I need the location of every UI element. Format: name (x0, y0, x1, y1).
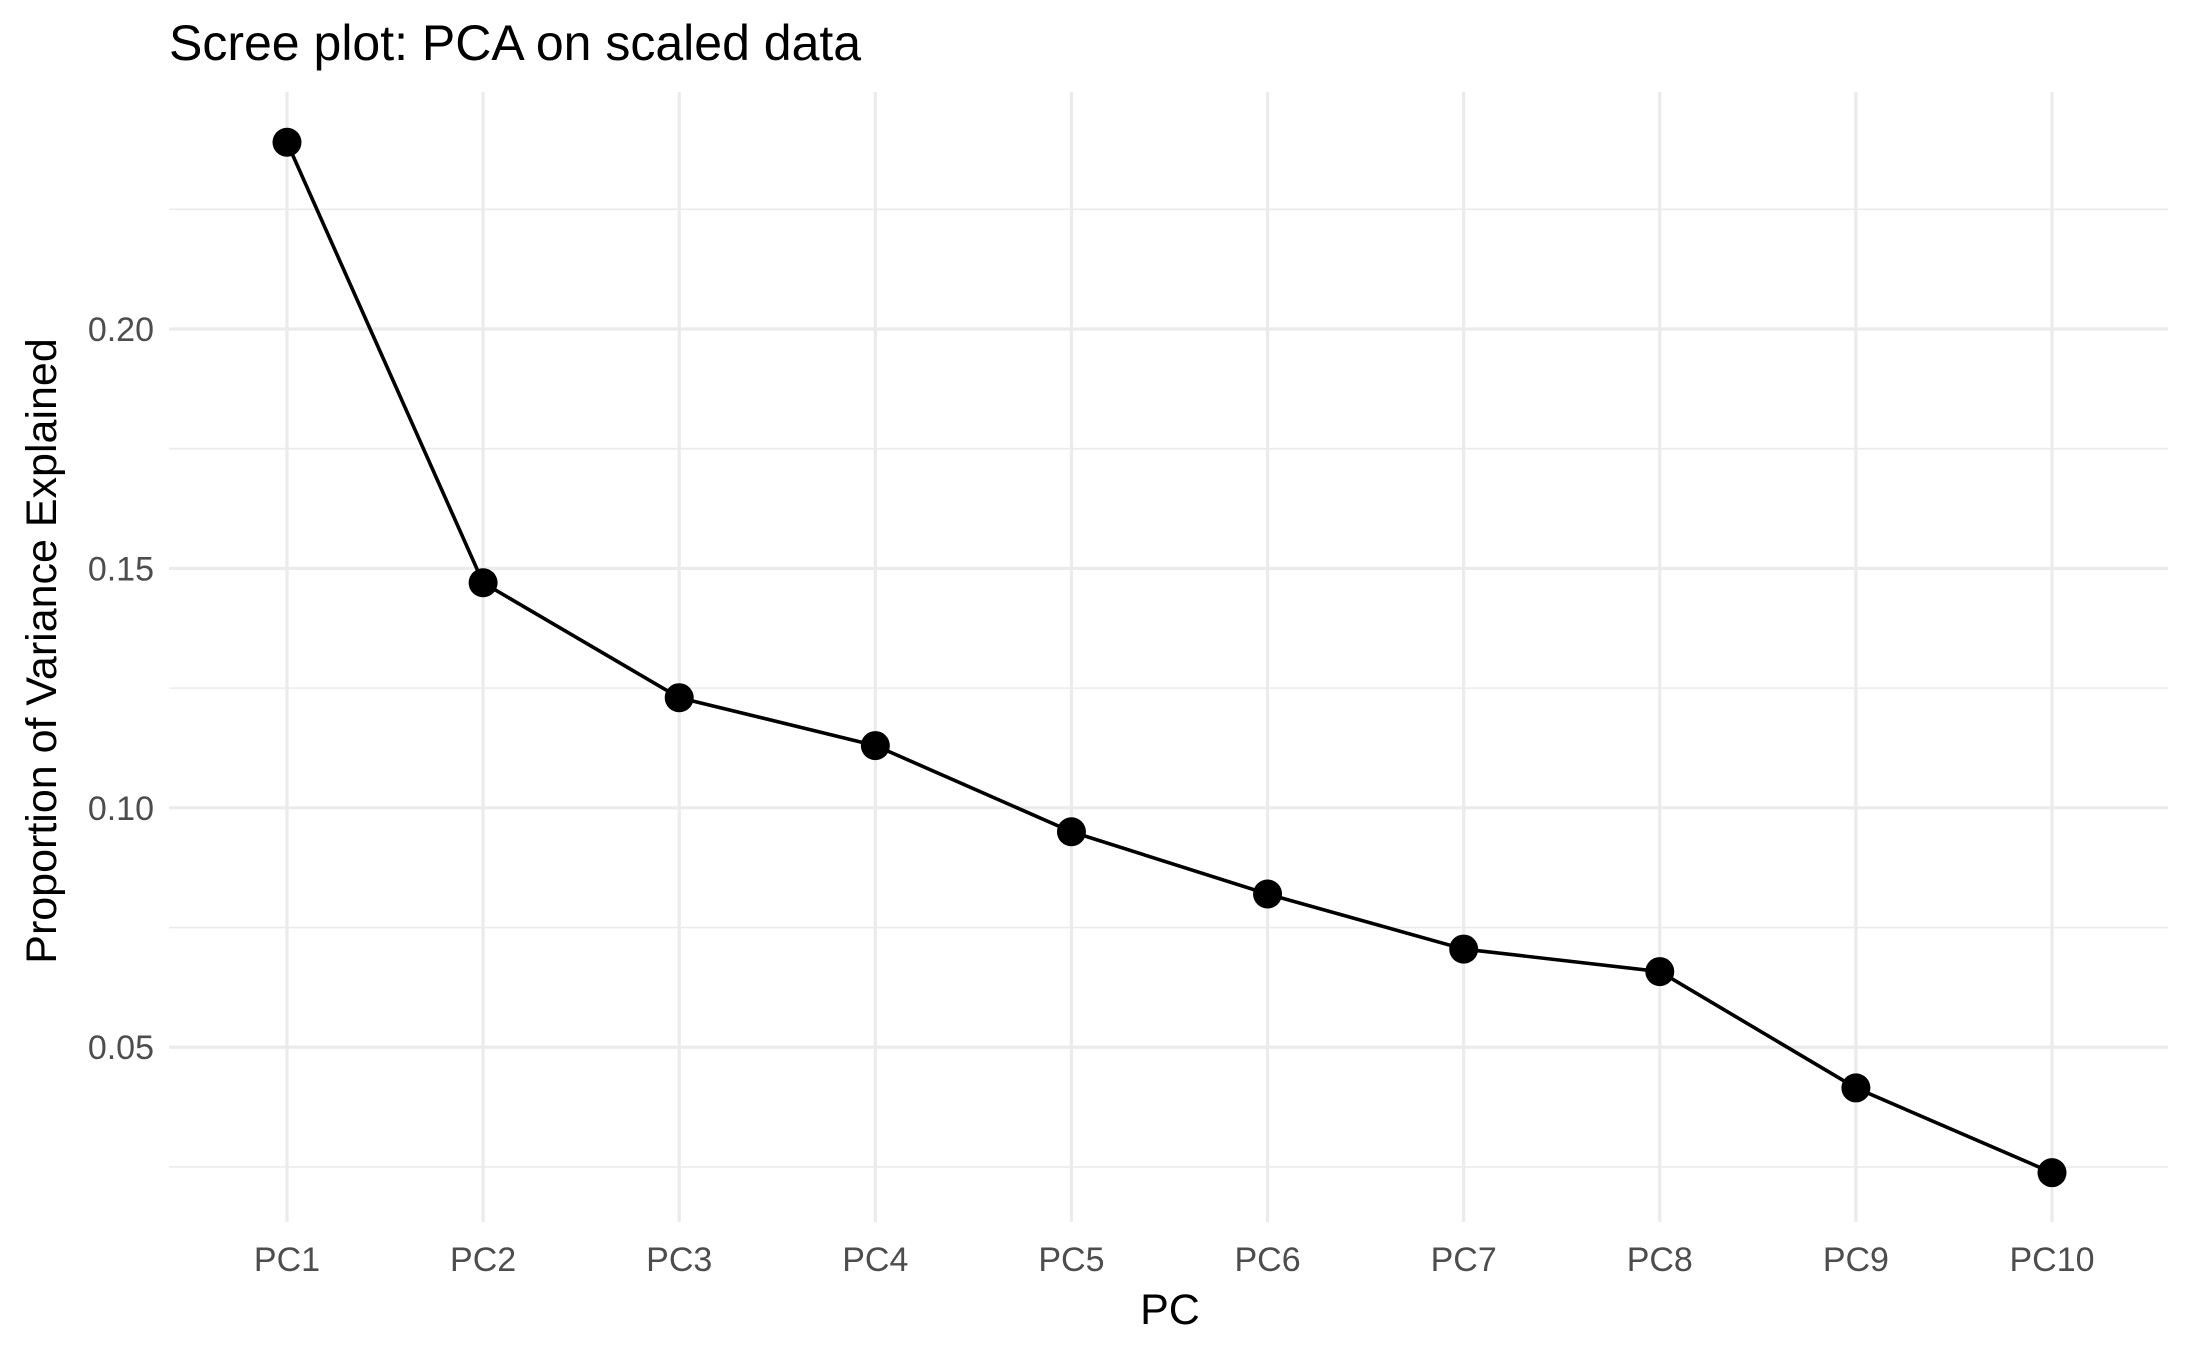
y-axis-tick-labels: 0.05 0.10 0.15 0.20 (88, 311, 154, 1067)
x-axis-title: PC (1140, 1286, 1200, 1334)
x-tick-label: PC9 (1823, 1241, 1889, 1279)
data-point (860, 731, 890, 761)
x-tick-label: PC4 (842, 1241, 908, 1279)
data-point (1841, 1073, 1871, 1103)
y-tick-label: 0.10 (88, 790, 154, 828)
grid (169, 92, 2168, 1222)
data-point (272, 127, 302, 157)
y-tick-label: 0.15 (88, 550, 154, 588)
data-point (2037, 1158, 2067, 1188)
x-tick-label: PC1 (254, 1241, 320, 1279)
x-tick-label: PC3 (646, 1241, 712, 1279)
x-tick-label: PC7 (1431, 1241, 1497, 1279)
y-axis-title: Proportion of Variance Explained (18, 338, 66, 963)
data-point (1253, 879, 1283, 909)
y-tick-label: 0.20 (88, 311, 154, 349)
x-tick-label: PC8 (1627, 1241, 1693, 1279)
data-point (1449, 934, 1479, 964)
x-tick-label: PC2 (450, 1241, 516, 1279)
data-point (1645, 957, 1675, 987)
x-tick-label: PC5 (1038, 1241, 1104, 1279)
data-point (468, 568, 498, 598)
x-tick-label: PC6 (1234, 1241, 1300, 1279)
series-line (285, 141, 2053, 1175)
x-axis-tick-labels: PC1 PC2 PC3 PC4 PC5 PC6 PC7 PC8 PC9 PC10 (254, 1241, 2095, 1279)
x-tick-label: PC10 (2009, 1241, 2094, 1279)
y-tick-label: 0.05 (88, 1029, 154, 1067)
data-point (664, 683, 694, 713)
data-point (1056, 817, 1086, 847)
chart-title: Scree plot: PCA on scaled data (169, 15, 861, 71)
series-group (272, 127, 2067, 1188)
